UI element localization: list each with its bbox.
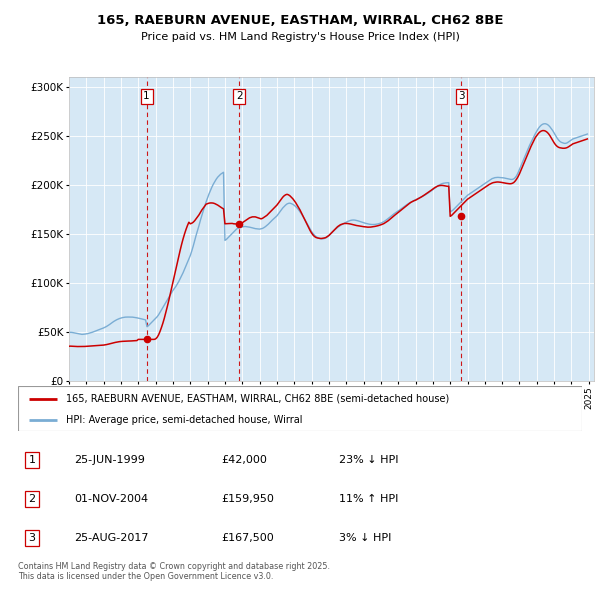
Text: Price paid vs. HM Land Registry's House Price Index (HPI): Price paid vs. HM Land Registry's House …	[140, 32, 460, 41]
Text: £167,500: £167,500	[221, 533, 274, 543]
Text: 2: 2	[29, 494, 35, 504]
Text: 165, RAEBURN AVENUE, EASTHAM, WIRRAL, CH62 8BE: 165, RAEBURN AVENUE, EASTHAM, WIRRAL, CH…	[97, 14, 503, 27]
Text: 3: 3	[458, 91, 465, 101]
Text: 2: 2	[236, 91, 242, 101]
Text: £159,950: £159,950	[221, 494, 274, 504]
Text: Contains HM Land Registry data © Crown copyright and database right 2025.
This d: Contains HM Land Registry data © Crown c…	[18, 562, 330, 581]
Text: 1: 1	[143, 91, 150, 101]
Text: 25-JUN-1999: 25-JUN-1999	[74, 455, 145, 465]
Text: 23% ↓ HPI: 23% ↓ HPI	[340, 455, 399, 465]
Text: 3% ↓ HPI: 3% ↓ HPI	[340, 533, 392, 543]
Text: £42,000: £42,000	[221, 455, 267, 465]
Text: 25-AUG-2017: 25-AUG-2017	[74, 533, 149, 543]
Text: 3: 3	[29, 533, 35, 543]
Text: 165, RAEBURN AVENUE, EASTHAM, WIRRAL, CH62 8BE (semi-detached house): 165, RAEBURN AVENUE, EASTHAM, WIRRAL, CH…	[66, 394, 449, 404]
Text: 11% ↑ HPI: 11% ↑ HPI	[340, 494, 399, 504]
Text: HPI: Average price, semi-detached house, Wirral: HPI: Average price, semi-detached house,…	[66, 415, 302, 425]
Text: 01-NOV-2004: 01-NOV-2004	[74, 494, 149, 504]
Text: 1: 1	[29, 455, 35, 465]
FancyBboxPatch shape	[18, 386, 582, 431]
